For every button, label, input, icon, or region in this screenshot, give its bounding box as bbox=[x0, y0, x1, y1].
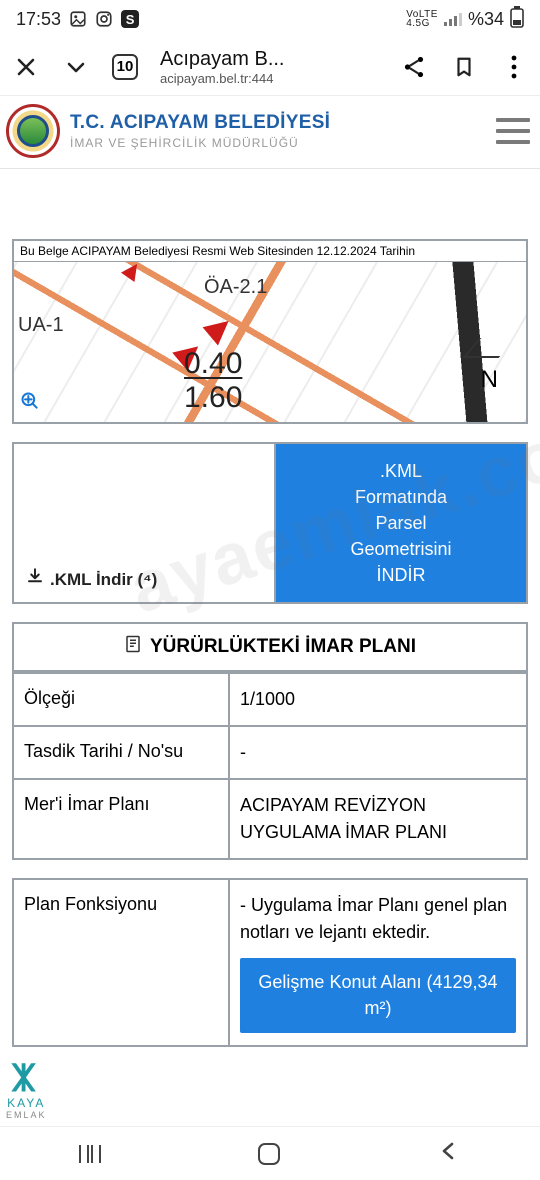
document-icon bbox=[124, 634, 142, 660]
nav-recent-icon[interactable] bbox=[79, 1145, 101, 1163]
cell-key: Tasdik Tarihi / No'su bbox=[14, 727, 230, 778]
app-s-icon: S bbox=[121, 10, 139, 28]
nav-home-icon[interactable] bbox=[258, 1143, 280, 1165]
browser-toolbar: 10 Acıpayam B... acipayam.bel.tr:444 bbox=[0, 38, 540, 96]
page-title: Acıpayam B... bbox=[160, 48, 378, 71]
android-statusbar: 17:53 S VoLTE 4.5G %34 bbox=[0, 0, 540, 38]
cell-value: ACIPAYAM REVİZYON UYGULAMA İMAR PLANI bbox=[230, 780, 526, 858]
agency-sub: EMLAK bbox=[6, 1110, 47, 1120]
instagram-icon bbox=[95, 10, 113, 28]
kml-download-label: .KML İndir (⁴) bbox=[14, 444, 276, 602]
cell-key: Plan Fonksiyonu bbox=[14, 880, 230, 1044]
municipality-logo[interactable] bbox=[6, 104, 60, 158]
tab-count-button[interactable]: 10 bbox=[112, 54, 138, 80]
address-bar[interactable]: Acıpayam B... acipayam.bel.tr:444 bbox=[160, 48, 378, 86]
zone-function-pill[interactable]: Gelişme Konut Alanı (4129,34 m²) bbox=[240, 958, 516, 1032]
share-icon[interactable] bbox=[400, 53, 428, 81]
table-row: Ölçeği 1/1000 bbox=[14, 672, 526, 725]
agency-name: KAYA bbox=[6, 1096, 47, 1110]
cell-value: - bbox=[230, 727, 526, 778]
cell-key: Ölçeği bbox=[14, 674, 230, 725]
parcel-marker: ▲ bbox=[112, 262, 153, 291]
plan-table: YÜRÜRLÜKTEKİ İMAR PLANI Ölçeği 1/1000 Ta… bbox=[12, 622, 528, 860]
kml-download-button[interactable]: .KML Formatında Parsel Geometrisini İNDİ… bbox=[276, 444, 526, 602]
download-panel: .KML İndir (⁴) .KML Formatında Parsel Ge… bbox=[12, 442, 528, 604]
table-row: Plan Fonksiyonu - Uygulama İmar Planı ge… bbox=[14, 880, 526, 1044]
battery-icon bbox=[510, 6, 524, 32]
cell-key: Mer'i İmar Planı bbox=[14, 780, 230, 858]
function-table: Plan Fonksiyonu - Uygulama İmar Planı ge… bbox=[12, 878, 528, 1046]
agency-watermark: 𐊌 KAYA EMLAK bbox=[6, 1064, 47, 1120]
table-row: Mer'i İmar Planı ACIPAYAM REVİZYON UYGUL… bbox=[14, 778, 526, 858]
site-title: T.C. ACIPAYAM BELEDİYESİ bbox=[70, 112, 330, 134]
floor-ratio: 0.40 1.60 bbox=[184, 347, 242, 415]
signal-bars-icon bbox=[444, 12, 462, 26]
statusbar-time: 17:53 bbox=[16, 9, 61, 30]
cell-value: 1/1000 bbox=[230, 674, 526, 725]
site-subtitle: İMAR VE ŞEHİRCİLİK MÜDÜRLÜĞÜ bbox=[70, 136, 330, 150]
network-indicator: VoLTE 4.5G bbox=[406, 10, 438, 28]
page-content: Bu Belge ACIPAYAM Belediyesi Resmi Web S… bbox=[0, 169, 540, 1047]
android-navbar bbox=[0, 1126, 540, 1180]
statusbar-left: 17:53 S bbox=[16, 9, 139, 30]
table-row: Tasdik Tarihi / No'su - bbox=[14, 725, 526, 778]
zone-label-mid: ÖA-2.1 bbox=[204, 276, 267, 299]
menu-icon[interactable] bbox=[496, 118, 530, 144]
nav-back-icon[interactable] bbox=[437, 1139, 461, 1168]
battery-text: %34 bbox=[468, 9, 504, 30]
gallery-icon bbox=[69, 10, 87, 28]
zone-label-left: UA-1 bbox=[18, 314, 64, 337]
more-icon[interactable] bbox=[500, 53, 528, 81]
map-panel: Bu Belge ACIPAYAM Belediyesi Resmi Web S… bbox=[12, 239, 528, 424]
document-note: Bu Belge ACIPAYAM Belediyesi Resmi Web S… bbox=[14, 241, 526, 262]
bookmark-icon[interactable] bbox=[450, 53, 478, 81]
plan-table-title: YÜRÜRLÜKTEKİ İMAR PLANI bbox=[14, 624, 526, 672]
cell-value: - Uygulama İmar Planı genel plan notları… bbox=[230, 880, 526, 1044]
zoom-icon[interactable] bbox=[20, 391, 40, 416]
agency-logo-icon: 𐊌 bbox=[6, 1064, 47, 1096]
download-icon bbox=[26, 567, 44, 590]
chevron-down-icon[interactable] bbox=[62, 53, 90, 81]
north-indicator: N bbox=[481, 366, 498, 394]
statusbar-right: VoLTE 4.5G %34 bbox=[406, 6, 524, 32]
page-url: acipayam.bel.tr:444 bbox=[160, 71, 378, 86]
zoning-map[interactable]: UA-1 ÖA-2.1 ►► ▲ 0.40 1.60 N bbox=[14, 262, 526, 422]
site-header: T.C. ACIPAYAM BELEDİYESİ İMAR VE ŞEHİRCİ… bbox=[0, 96, 540, 169]
close-tab-icon[interactable] bbox=[12, 53, 40, 81]
